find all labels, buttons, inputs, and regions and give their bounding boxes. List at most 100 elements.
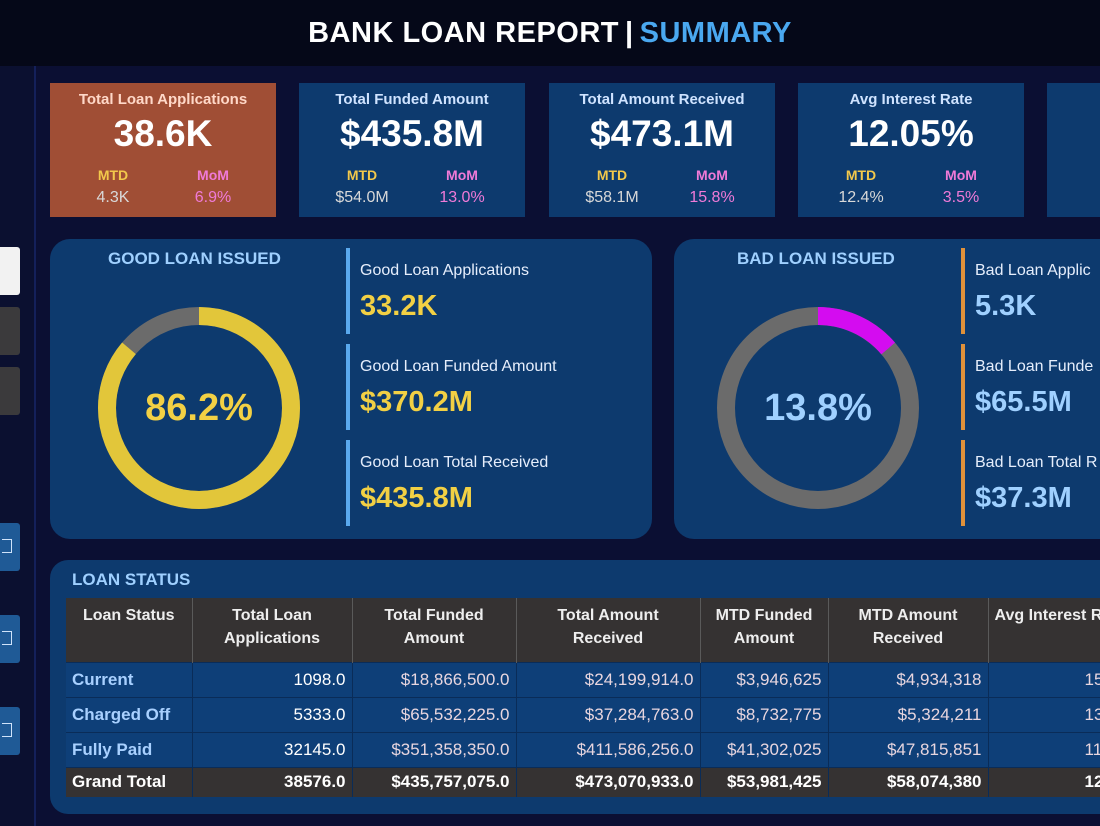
filter-button-2[interactable]	[0, 615, 20, 663]
table-cell: Fully Paid	[66, 731, 193, 767]
mtd-label: MTD	[596, 167, 628, 183]
table-row[interactable]: Current 1098.0 $18,866,500.0 $24,199,914…	[66, 661, 1100, 697]
kpi-mtd: M 13	[1085, 167, 1100, 207]
table-cell: $65,532,225.0	[352, 696, 517, 732]
table-cell: 1098.0	[192, 661, 353, 697]
good-loan-total-received: Good Loan Total Received $435.8M	[346, 440, 646, 526]
table-cell: $41,302,025	[700, 731, 829, 767]
filter-icon	[2, 723, 12, 737]
metric-label: Bad Loan Funde	[975, 358, 1094, 375]
mtd-label: MTD	[97, 167, 129, 183]
good-loan-applications: Good Loan Applications 33.2K	[346, 248, 646, 334]
table-cell: $411,586,256.0	[516, 731, 701, 767]
filter-button-1[interactable]	[0, 523, 20, 571]
table-row[interactable]: Fully Paid 32145.0 $351,358,350.0 $411,5…	[66, 731, 1100, 767]
column-header[interactable]: Loan Status	[66, 598, 193, 662]
table-cell: $53,981,425	[700, 766, 829, 797]
mom-value: 3.5%	[942, 189, 980, 206]
metric-label: Bad Loan Applic	[975, 262, 1091, 279]
kpi-total-amount-received[interactable]: Total Amount Received $473.1M MTD $58.1M …	[549, 83, 775, 217]
kpi-mtd: MTD 4.3K	[78, 167, 148, 207]
filter-button-3[interactable]	[0, 707, 20, 755]
kpi-title: Total Amount Received	[579, 91, 745, 108]
column-header[interactable]: MTD Amount Received	[828, 598, 989, 662]
kpi-value: $473.1M	[590, 113, 734, 154]
table-cell: 5333.0	[192, 696, 353, 732]
nav-button-details[interactable]	[0, 367, 20, 415]
table-cell: 13.8	[988, 696, 1100, 732]
kpi-mtd: MTD $54.0M	[327, 167, 397, 207]
mom-label: MoM	[446, 167, 478, 183]
good-loan-panel: GOOD LOAN ISSUED 86.2% Good Loan Applica…	[50, 239, 652, 539]
mtd-value: 13	[1085, 189, 1100, 207]
metric-value: $370.2M	[360, 386, 473, 418]
bad-loan-percent: 13.8%	[764, 387, 872, 429]
kpi-mom: MoM 13.0%	[427, 167, 497, 207]
table-cell: $351,358,350.0	[352, 731, 517, 767]
mom-label: MoM	[945, 167, 977, 183]
filter-icon	[2, 631, 12, 645]
table-cell: $4,934,318	[828, 661, 989, 697]
table-cell: $8,732,775	[700, 696, 829, 732]
metric-value: 33.2K	[360, 290, 438, 322]
good-loan-percent: 86.2%	[145, 387, 253, 429]
kpi-total-funded-amount[interactable]: Total Funded Amount $435.8M MTD $54.0M Mo…	[299, 83, 525, 217]
column-header[interactable]: MTD Funded Amount	[700, 598, 829, 662]
report-title: BANK LOAN REPORT | SUMMARY	[308, 17, 792, 50]
mom-value: 13.0%	[439, 189, 485, 206]
kpi-total-loan-applications[interactable]: Total Loan Applications 38.6K MTD 4.3K Mo…	[50, 83, 276, 217]
column-header[interactable]: Total Amount Received	[516, 598, 701, 662]
table-cell: $37,284,763.0	[516, 696, 701, 732]
bad-loan-panel: BAD LOAN ISSUED 13.8% Bad Loan Applic 5.…	[674, 239, 1100, 539]
metric-value: $37.3M	[975, 482, 1072, 514]
kpi-value: $435.8M	[340, 113, 484, 154]
table-cell: 38576.0	[192, 766, 353, 797]
kpi-mtd: MTD $58.1M	[577, 167, 647, 207]
table-cell: Current	[66, 661, 193, 697]
mtd-value: $54.0M	[335, 189, 389, 206]
bad-loan-applications: Bad Loan Applic 5.3K	[961, 248, 1100, 334]
metric-value: $65.5M	[975, 386, 1072, 418]
kpi-mtd: MTD 12.4%	[826, 167, 896, 207]
kpi-title: Total Loan Applications	[78, 91, 248, 108]
good-loan-title: GOOD LOAN ISSUED	[108, 249, 281, 268]
kpi-partial-card[interactable]: M 13	[1047, 83, 1100, 217]
column-header[interactable]: Total Funded Amount	[352, 598, 517, 662]
mtd-label: M	[1085, 167, 1100, 183]
table-cell: 32145.0	[192, 731, 353, 767]
kpi-mom: MoM 6.9%	[178, 167, 248, 207]
mtd-label: MTD	[845, 167, 877, 183]
title-accent: SUMMARY	[639, 16, 792, 49]
metric-label: Good Loan Funded Amount	[360, 358, 557, 375]
table-cell: $18,866,500.0	[352, 661, 517, 697]
nav-button-overview[interactable]	[0, 307, 20, 355]
filter-icon	[2, 539, 12, 553]
table-cell: $24,199,914.0	[516, 661, 701, 697]
kpi-mom: MoM 3.5%	[926, 167, 996, 207]
kpi-avg-interest-rate[interactable]: Avg Interest Rate 12.05% MTD 12.4% MoM 3.5…	[798, 83, 1024, 217]
good-loan-donut[interactable]	[96, 305, 302, 511]
table-row[interactable]: Charged Off 5333.0 $65,532,225.0 $37,284…	[66, 696, 1100, 732]
kpi-title: Total Funded Amount	[335, 91, 489, 108]
mom-value: 15.8%	[689, 189, 735, 206]
title-separator: |	[625, 16, 634, 49]
mtd-value: 4.3K	[96, 189, 130, 206]
mom-label: MoM	[696, 167, 728, 183]
kpi-mom: MoM 15.8%	[677, 167, 747, 207]
mtd-label: MTD	[346, 167, 378, 183]
column-header[interactable]: Total Loan Applications	[192, 598, 353, 662]
metric-value: $435.8M	[360, 482, 473, 514]
kpi-value: 12.05%	[848, 113, 974, 154]
bad-loan-donut[interactable]	[715, 305, 921, 511]
table-cell: 11.6	[988, 731, 1100, 767]
kpi-title: Avg Interest Rate	[849, 91, 973, 108]
column-header[interactable]: Avg Interest R	[988, 598, 1100, 662]
report-header: BANK LOAN REPORT | SUMMARY	[0, 0, 1100, 66]
good-loan-arc	[98, 307, 300, 509]
bad-loan-title: BAD LOAN ISSUED	[737, 249, 895, 268]
nav-button-summary[interactable]	[0, 247, 20, 295]
table-cell: $3,946,625	[700, 661, 829, 697]
table-cell: $435,757,075.0	[352, 766, 517, 797]
metric-label: Bad Loan Total R	[975, 454, 1098, 471]
